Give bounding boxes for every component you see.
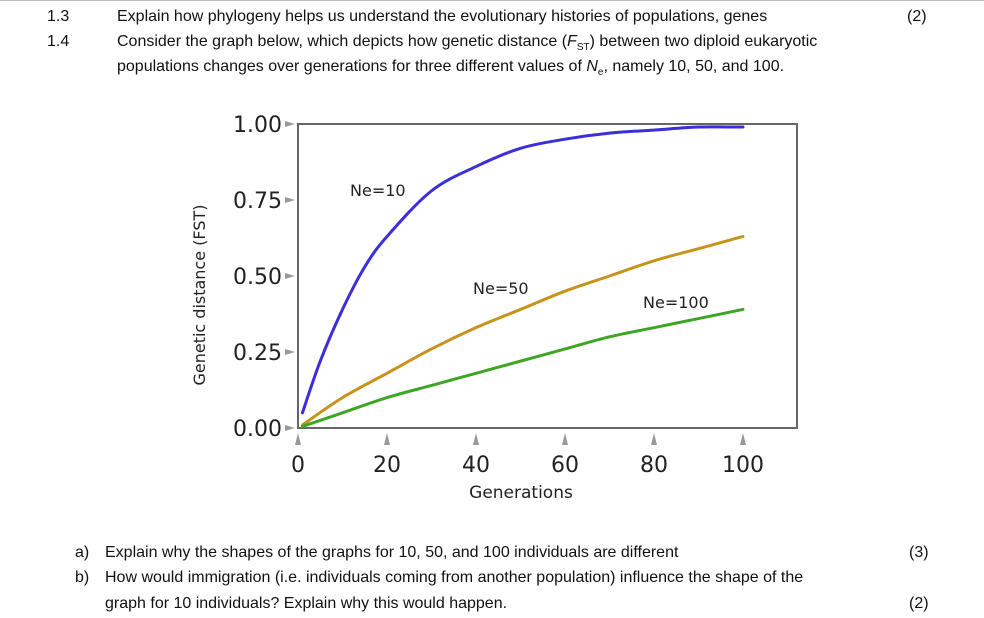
n-subscript: e	[597, 67, 604, 79]
series-line-ne100	[300, 307, 745, 428]
text: , namely 10, 50, and 100.	[603, 58, 785, 75]
subquestion-a-label: a)	[75, 544, 90, 561]
subquestion-a-marks: (3)	[909, 544, 929, 561]
x-tick-label: 60	[551, 453, 579, 478]
y-tick-arrow	[285, 425, 295, 431]
series-label-ne100: Ne=100	[643, 293, 709, 312]
question-1-3-text: Explain how phylogeny helps us understan…	[117, 8, 768, 25]
question-1-3-marks: (2)	[907, 8, 927, 25]
series-label-ne10: Ne=10	[350, 181, 406, 200]
x-tick-arrow	[384, 433, 390, 445]
series-label-ne50: Ne=50	[473, 279, 529, 298]
subquestion-b-marks: (2)	[909, 595, 929, 612]
y-tick-label: 0.00	[233, 417, 282, 442]
y-tick-label: 1.00	[233, 113, 282, 138]
y-tick-label: 0.75	[233, 189, 282, 214]
question-number-1-3: 1.3	[47, 8, 70, 25]
f-symbol: F	[567, 33, 577, 50]
x-tick-label: 80	[640, 453, 668, 478]
y-axis-label: Genetic distance (FST)	[190, 204, 209, 385]
text: Consider the graph below, which depicts …	[117, 33, 568, 50]
subquestion-b-text: How would immigration (i.e. individuals …	[105, 569, 804, 586]
x-tick-label: 40	[462, 453, 490, 478]
series-line-ne10	[300, 125, 745, 415]
y-tick-arrow	[285, 349, 295, 355]
subquestion-b-text-2: graph for 10 individuals? Explain why th…	[105, 595, 508, 612]
subquestion-a-text: Explain why the shapes of the graphs for…	[105, 544, 679, 561]
y-tick-label: 0.25	[233, 341, 282, 366]
y-tick-arrow	[285, 121, 295, 127]
x-tick-arrow	[295, 433, 301, 445]
page-top-edge	[0, 0, 984, 1]
text: ) between two diploid eukaryotic	[589, 33, 818, 50]
subquestion-b-label: b)	[75, 569, 90, 586]
x-tick-label: 20	[373, 453, 401, 478]
question-1-4-line1: Consider the graph below, which depicts …	[117, 32, 817, 58]
text: populations changes over generations for…	[117, 58, 587, 75]
y-tick-label: 0.50	[233, 265, 282, 290]
x-tick-label: 100	[722, 453, 764, 478]
x-tick-label: 0	[291, 453, 305, 478]
x-tick-arrow	[562, 433, 568, 445]
x-tick-arrow	[651, 433, 657, 445]
x-tick-arrow	[473, 433, 479, 445]
x-axis-label: Generations	[469, 483, 573, 503]
n-symbol: N	[586, 58, 598, 75]
series-line-ne50	[300, 234, 745, 427]
y-tick-arrow	[285, 273, 295, 279]
question-1-4-line2: populations changes over generations for…	[117, 57, 784, 83]
f-subscript: ST	[576, 42, 590, 54]
question-number-1-4: 1.4	[47, 33, 70, 50]
x-tick-arrow	[740, 433, 746, 445]
y-tick-arrow	[285, 197, 295, 203]
plot-frame	[297, 123, 798, 429]
